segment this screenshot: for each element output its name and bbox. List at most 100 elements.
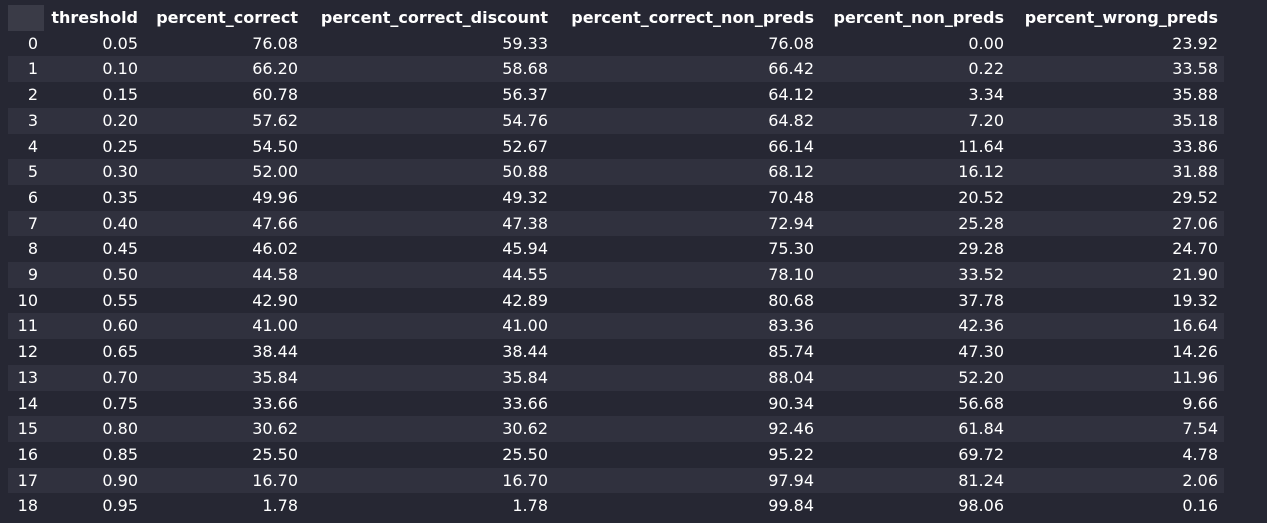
table-cell: 0.30 [102,162,138,182]
table-row: 0 0.05 76.08 59.33 76.08 0.00 23.92 [8,30,1224,57]
table-cell: 75.30 [768,239,814,259]
table-cell: 54.76 [502,110,548,130]
column-header-threshold: threshold [44,5,144,31]
table-cell: 54.50 [252,136,298,156]
table-row: 6 0.35 49.96 49.32 70.48 20.52 29.52 [8,184,1224,211]
row-index: 4 [27,136,38,156]
index-header [8,5,44,31]
table-cell: 66.20 [252,59,298,79]
table-cell: 72.94 [768,213,814,233]
row-index: 5 [27,162,38,182]
table-cell: 0.90 [102,470,138,490]
table-cell: 0.65 [102,342,138,362]
table-cell: 0.95 [102,496,138,516]
table-cell: 42.36 [958,316,1004,336]
column-header-percent-non-preds: percent_non_preds [820,5,1010,31]
table-cell: 33.66 [502,393,548,413]
table-cell: 41.00 [252,316,298,336]
row-index: 6 [27,187,38,207]
column-header-percent-correct-discount: percent_correct_discount [304,5,554,31]
table-cell: 1.78 [262,496,298,516]
table-cell: 98.06 [958,496,1004,516]
row-index: 17 [17,470,38,490]
table-cell: 38.44 [502,342,548,362]
table-cell: 58.68 [502,59,548,79]
table-cell: 16.70 [502,470,548,490]
row-index: 18 [17,496,38,516]
table-cell: 35.18 [1172,110,1218,130]
row-index: 16 [17,444,38,464]
table-cell: 52.20 [958,367,1004,387]
table-cell: 33.52 [958,265,1004,285]
table-cell: 33.58 [1172,59,1218,79]
table-cell: 16.64 [1172,316,1218,336]
table-cell: 85.74 [768,342,814,362]
row-index: 12 [17,342,38,362]
table-cell: 20.52 [958,187,1004,207]
table-row: 5 0.30 52.00 50.88 68.12 16.12 31.88 [8,159,1224,185]
table-cell: 0.22 [968,59,1004,79]
row-index: 7 [27,213,38,233]
table-cell: 42.89 [502,290,548,310]
table-row: 8 0.45 46.02 45.94 75.30 29.28 24.70 [8,236,1224,263]
table-cell: 0.10 [102,59,138,79]
table-cell: 64.12 [768,85,814,105]
table-cell: 7.54 [1182,419,1218,439]
table-cell: 11.64 [958,136,1004,156]
table-header-row: threshold percent_correct percent_correct_… [8,5,1224,31]
table-cell: 47.38 [502,213,548,233]
table-row: 12 0.65 38.44 38.44 85.74 47.30 14.26 [8,339,1224,365]
table-cell: 0.70 [102,367,138,387]
table-cell: 3.34 [968,85,1004,105]
table-cell: 69.72 [958,444,1004,464]
table-cell: 0.35 [102,187,138,207]
table-cell: 52.00 [252,162,298,182]
table-cell: 0.20 [102,110,138,130]
table-cell: 61.84 [958,419,1004,439]
table-cell: 41.00 [502,316,548,336]
table-cell: 0.25 [102,136,138,156]
table-cell: 35.88 [1172,85,1218,105]
table-cell: 0.45 [102,239,138,259]
table-cell: 38.44 [252,342,298,362]
table-cell: 0.00 [968,33,1004,53]
table-cell: 78.10 [768,265,814,285]
table-row: 14 0.75 33.66 33.66 90.34 56.68 9.66 [8,390,1224,417]
table-cell: 9.66 [1182,393,1218,413]
table-row: 11 0.60 41.00 41.00 83.36 42.36 16.64 [8,313,1224,340]
table-cell: 37.78 [958,290,1004,310]
table-cell: 46.02 [252,239,298,259]
row-index: 10 [17,290,38,310]
table-cell: 97.94 [768,470,814,490]
table-row: 9 0.50 44.58 44.55 78.10 33.52 21.90 [8,262,1224,288]
table-cell: 66.42 [768,59,814,79]
table-row: 13 0.70 35.84 35.84 88.04 52.20 11.96 [8,364,1224,391]
table-cell: 4.78 [1182,444,1218,464]
table-row: 7 0.40 47.66 47.38 72.94 25.28 27.06 [8,210,1224,237]
table-cell: 60.78 [252,85,298,105]
table-cell: 44.55 [502,265,548,285]
table-cell: 56.68 [958,393,1004,413]
table-cell: 0.15 [102,85,138,105]
row-index: 8 [27,239,38,259]
table-cell: 1.78 [512,496,548,516]
table-cell: 7.20 [968,110,1004,130]
table-row: 4 0.25 54.50 52.67 66.14 11.64 33.86 [8,133,1224,160]
table-cell: 16.70 [252,470,298,490]
row-index: 15 [17,419,38,439]
table-cell: 19.32 [1172,290,1218,310]
table-cell: 80.68 [768,290,814,310]
table-cell: 66.14 [768,136,814,156]
table-cell: 83.36 [768,316,814,336]
table-cell: 76.08 [768,33,814,53]
table-cell: 0.16 [1182,496,1218,516]
table-cell: 45.94 [502,239,548,259]
table-cell: 33.86 [1172,136,1218,156]
table-cell: 49.32 [502,187,548,207]
table-cell: 49.96 [252,187,298,207]
table-cell: 0.05 [102,33,138,53]
table-row: 16 0.85 25.50 25.50 95.22 69.72 4.78 [8,441,1224,468]
table-cell: 30.62 [252,419,298,439]
table-cell: 35.84 [502,367,548,387]
table-cell: 0.50 [102,265,138,285]
